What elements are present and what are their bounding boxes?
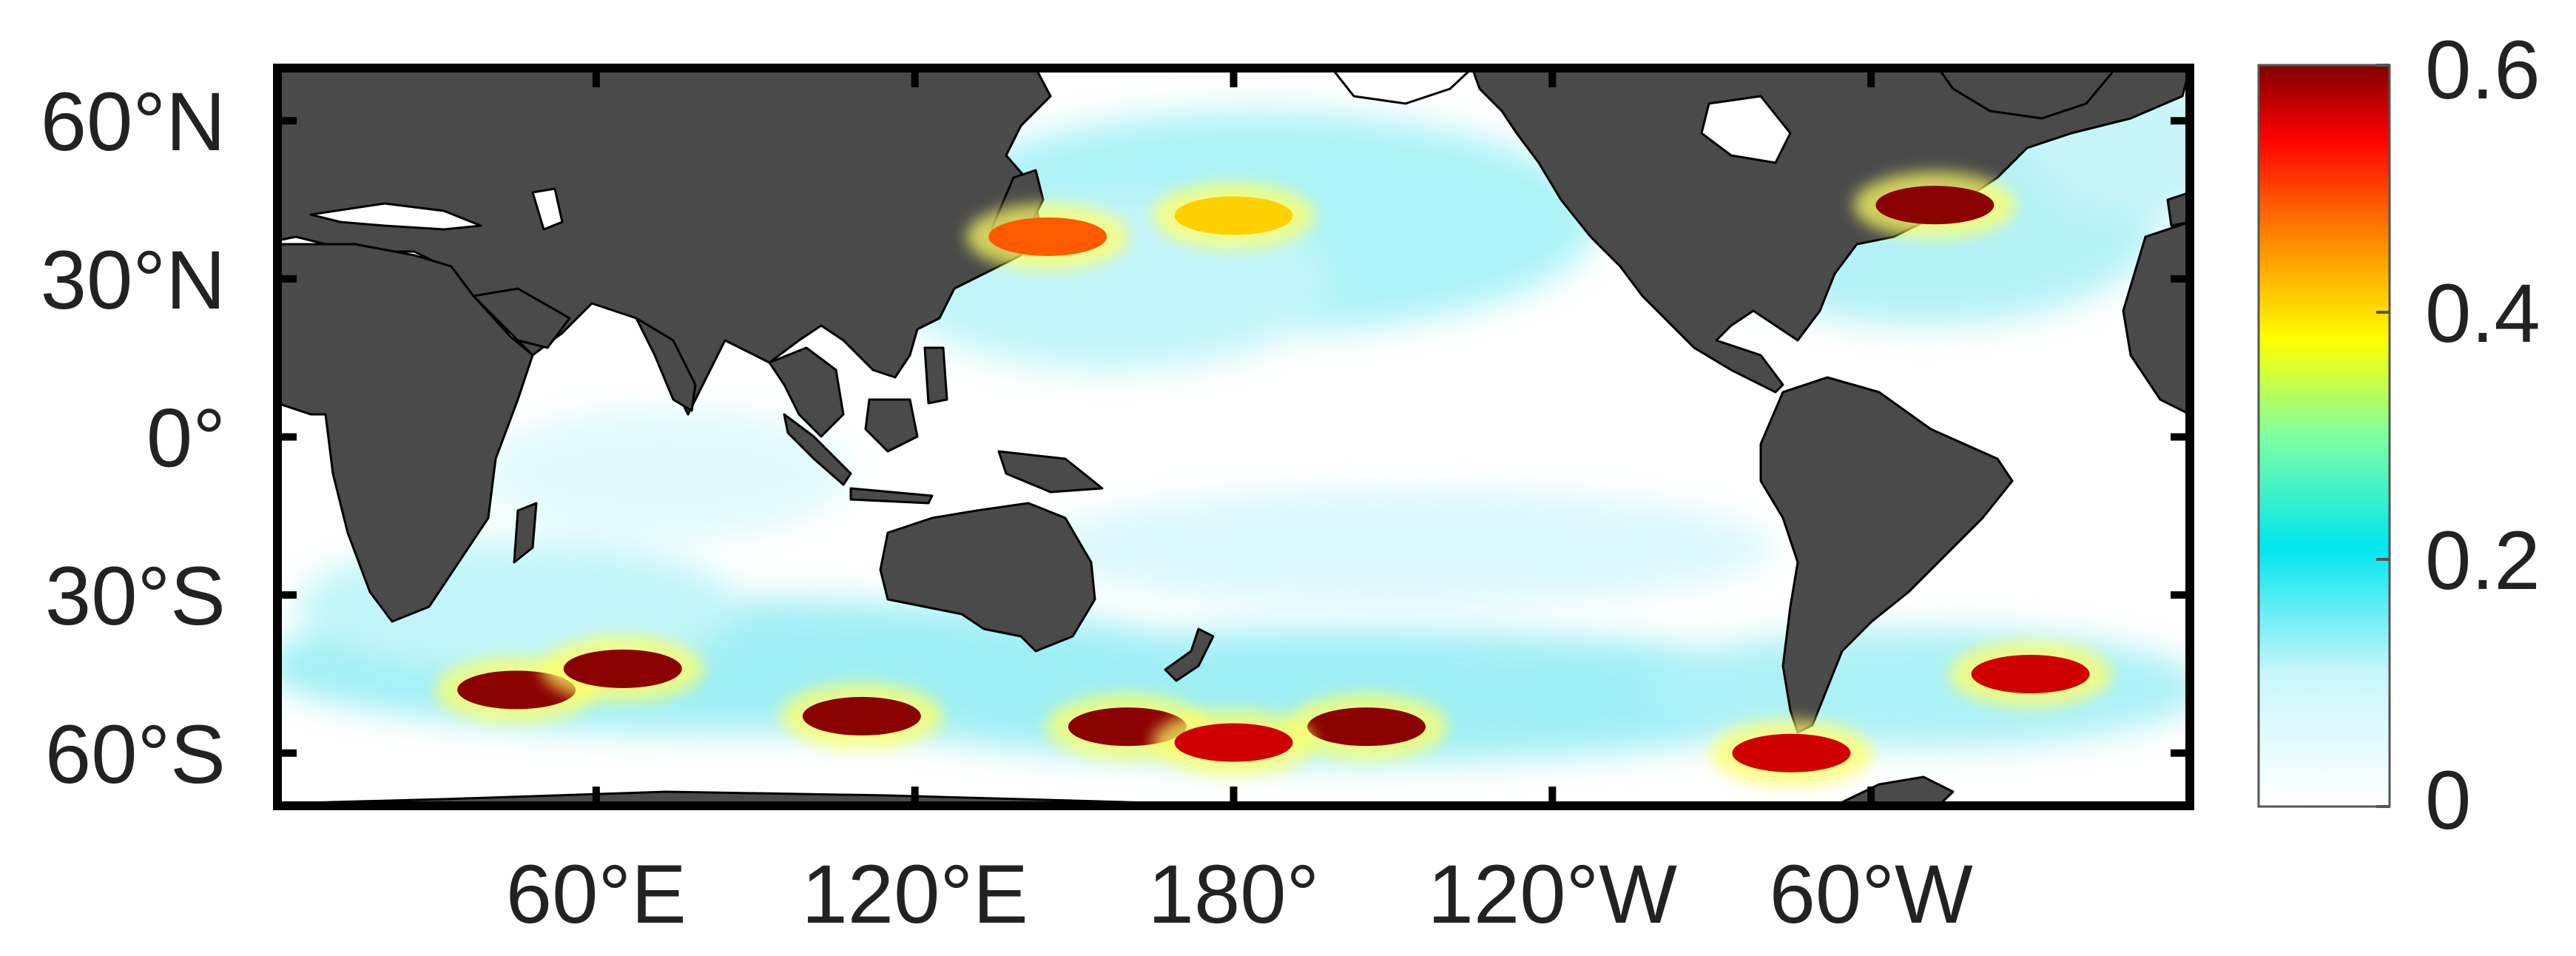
land-caspian-gap bbox=[531, 187, 564, 231]
x-tick-label: 120°W bbox=[1428, 848, 1678, 940]
hotspot-kuroshio-extension bbox=[988, 217, 1107, 256]
colorbar-tick-label: 0.2 bbox=[2425, 514, 2540, 607]
land-north-africa-med-edge bbox=[309, 202, 482, 231]
hotspot-gulf-stream bbox=[1875, 186, 1995, 225]
hotspot-south-atlantic bbox=[1971, 654, 2090, 693]
land-borneo bbox=[864, 398, 919, 453]
y-tick-label: 30°N bbox=[41, 234, 226, 326]
land-uk bbox=[2166, 191, 2190, 227]
hotspot-south-pacific-1 bbox=[1307, 707, 1426, 747]
colorbar-tick-label: 0 bbox=[2425, 754, 2471, 846]
land-arabia bbox=[472, 287, 571, 349]
land-africa bbox=[277, 243, 534, 623]
land-australia bbox=[879, 502, 1096, 653]
hotspot-agulhas-return bbox=[457, 670, 576, 710]
land-bering-gap bbox=[1330, 68, 1474, 105]
colorbar-ticks: 0.6 0.4 0.2 0 bbox=[2376, 24, 2540, 846]
land-java bbox=[849, 487, 934, 505]
hotspot-southern-indian-1 bbox=[563, 649, 682, 688]
hotspot-southern-indian-2 bbox=[802, 696, 921, 735]
land-hudson-bay-gap bbox=[1700, 95, 1792, 164]
hotspot-south-pacific-2 bbox=[1174, 723, 1293, 762]
land-madagascar bbox=[513, 502, 538, 564]
y-tick-label: 0° bbox=[146, 392, 226, 485]
y-tick-label: 60°N bbox=[41, 75, 226, 168]
colorbar-tick-label: 0.6 bbox=[2425, 24, 2540, 116]
hotspot-layer bbox=[435, 172, 2112, 787]
land-india bbox=[635, 317, 697, 412]
land-sumatra bbox=[783, 413, 852, 486]
land-north-america bbox=[1471, 68, 2190, 394]
map-panel bbox=[277, 68, 2190, 806]
land-new-guinea bbox=[997, 450, 1104, 494]
x-tick-label: 60°W bbox=[1770, 848, 1973, 940]
x-tick-label: 60°E bbox=[506, 848, 687, 940]
x-axis: 60°E 120°E 180° 120°W 60°W bbox=[506, 68, 1973, 940]
land-greenland bbox=[1937, 68, 2117, 120]
y-axis: 60°N 30°N 0° 30°S 60°S bbox=[41, 75, 2190, 801]
x-tick-label: 180° bbox=[1148, 848, 1320, 940]
x-tick-label: 120°E bbox=[801, 848, 1028, 940]
colorbar-tick-label: 0.4 bbox=[2425, 267, 2540, 360]
land-south-america bbox=[1759, 376, 2014, 734]
hotspot-drake-passage bbox=[1732, 733, 1851, 772]
y-tick-label: 60°S bbox=[45, 708, 226, 801]
land-philippines bbox=[923, 346, 948, 405]
colorbar-gradient bbox=[2257, 64, 2391, 808]
land-indochina bbox=[768, 346, 845, 438]
land-europe-west bbox=[2122, 221, 2190, 416]
hotspot-north-pacific-central bbox=[1174, 196, 1293, 235]
y-tick-label: 30°S bbox=[45, 550, 226, 642]
land-new-zealand bbox=[1164, 627, 1215, 682]
colorbar: 0.6 0.4 0.2 0 bbox=[2257, 24, 2540, 846]
